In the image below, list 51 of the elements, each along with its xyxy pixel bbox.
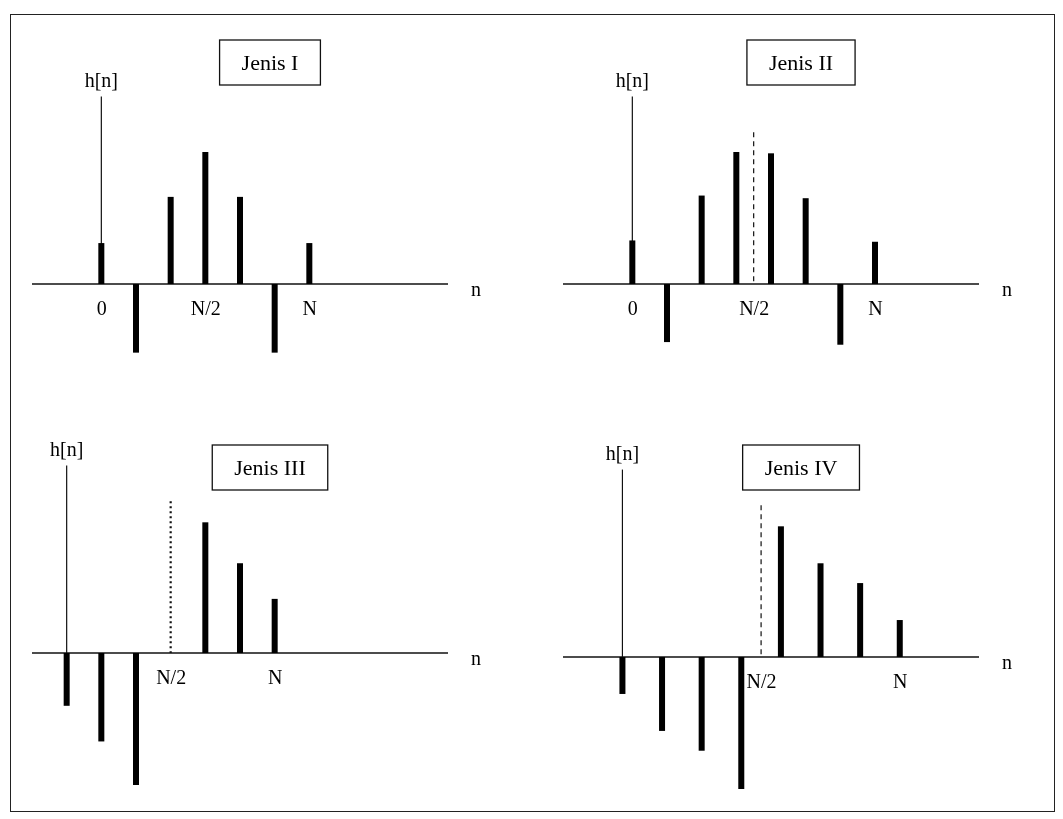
y-axis-title: h[n] <box>84 68 118 91</box>
bar <box>738 657 745 789</box>
chart-title: Jenis III <box>234 455 306 480</box>
bar <box>98 653 105 742</box>
x-tick-label: N <box>893 670 908 693</box>
bar <box>777 526 784 657</box>
bar <box>659 657 666 731</box>
bar <box>167 196 174 284</box>
bar <box>63 653 70 706</box>
bar <box>837 284 844 345</box>
x-axis-title: n <box>471 647 481 669</box>
x-axis-title: n <box>471 278 481 300</box>
bar <box>664 284 670 343</box>
bar <box>202 522 209 653</box>
bar <box>698 657 705 751</box>
chart-title: Jenis IV <box>764 455 838 480</box>
bar <box>271 284 278 353</box>
bar <box>629 240 636 284</box>
x-tick-label: N/2 <box>739 297 770 320</box>
bar <box>202 152 209 284</box>
bar <box>133 284 139 353</box>
y-axis-title: h[n] <box>605 441 640 464</box>
bar <box>619 657 626 694</box>
x-tick-label: N/2 <box>746 670 777 693</box>
bar <box>802 198 809 284</box>
bar <box>306 243 313 284</box>
x-tick-label: N/2 <box>156 666 187 689</box>
x-tick-label: N <box>267 666 283 689</box>
x-tick-label: N <box>302 297 318 320</box>
bar <box>237 563 243 653</box>
x-axis-title: n <box>1002 651 1012 673</box>
bar <box>98 243 105 284</box>
bar <box>857 583 864 657</box>
bar <box>698 195 705 284</box>
chart-title: Jenis I <box>241 50 299 75</box>
x-tick-label: N/2 <box>190 297 221 320</box>
bar <box>817 563 824 657</box>
chart-title: Jenis II <box>768 50 834 75</box>
x-tick-label: 0 <box>627 297 638 320</box>
bar <box>733 152 740 284</box>
y-axis-title: h[n] <box>615 68 649 91</box>
bar <box>768 153 774 284</box>
bar <box>237 196 243 284</box>
bar <box>271 598 278 653</box>
bar <box>896 620 903 657</box>
bar <box>133 653 139 785</box>
x-axis-title: n <box>1002 278 1012 300</box>
bar <box>872 241 878 284</box>
y-axis-title: h[n] <box>50 437 84 460</box>
x-tick-label: N <box>868 297 883 320</box>
x-tick-label: 0 <box>96 297 107 320</box>
